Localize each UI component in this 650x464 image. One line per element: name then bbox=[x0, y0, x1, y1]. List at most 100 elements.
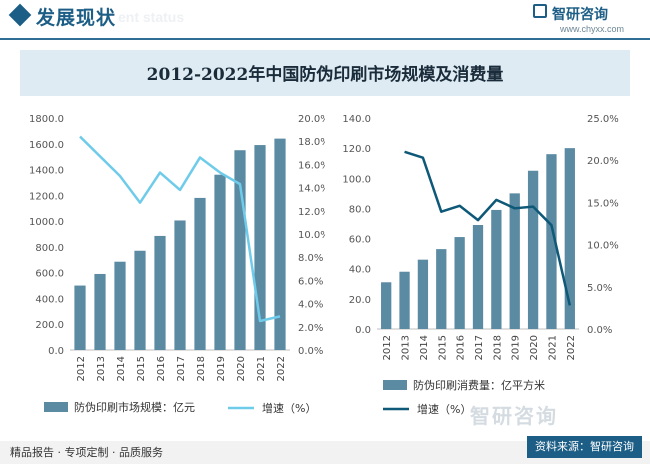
bar bbox=[134, 250, 146, 350]
brand-url: www.chyxx.com bbox=[560, 24, 625, 34]
chart-title: 2012-2022年中国防伪印刷市场规模及消费量 bbox=[146, 65, 504, 85]
legend-line-label: 增速（%） bbox=[262, 401, 316, 415]
y-left-tick-label: 80.0 bbox=[349, 204, 371, 215]
x-tick-label: 2014 bbox=[419, 335, 430, 360]
bar bbox=[194, 197, 206, 350]
y-right-tick-label: 15.0% bbox=[587, 198, 619, 209]
growth-line bbox=[79, 135, 281, 323]
bar bbox=[454, 237, 465, 329]
y-left-tick-label: 120.0 bbox=[342, 144, 371, 155]
header-bar: ent status 发展现状 智研咨询 www.chyxx.com bbox=[0, 0, 650, 34]
y-left-tick-label: 1400.0 bbox=[29, 166, 64, 177]
y-left-tick-label: 20.0 bbox=[349, 295, 371, 306]
bar bbox=[234, 150, 246, 350]
bar bbox=[399, 271, 410, 329]
y-left-tick-label: 1200.0 bbox=[29, 191, 64, 202]
y-right-tick-label: 12.0% bbox=[298, 207, 325, 218]
x-tick-label: 2019 bbox=[216, 356, 227, 381]
y-right-tick-label: 5.0% bbox=[587, 283, 612, 294]
x-tick-label: 2021 bbox=[256, 356, 267, 381]
x-tick-label: 2016 bbox=[456, 335, 467, 360]
y-right-tick-label: 20.0% bbox=[298, 114, 325, 125]
y-left-tick-label: 1600.0 bbox=[29, 140, 64, 151]
y-left-tick-label: 400.0 bbox=[35, 294, 64, 305]
footer-slogan: 精品报告 · 专项定制 · 品质服务 bbox=[10, 446, 163, 459]
brand-logo-icon bbox=[533, 4, 547, 18]
y-right-tick-label: 4.0% bbox=[298, 300, 323, 311]
x-tick-label: 2018 bbox=[492, 335, 503, 360]
legend-bar-swatch bbox=[44, 402, 68, 412]
y-left-tick-label: 140.0 bbox=[342, 114, 371, 125]
y-left-tick-label: 600.0 bbox=[35, 269, 64, 280]
y-left-tick-label: 800.0 bbox=[35, 243, 64, 254]
x-tick-label: 2015 bbox=[437, 335, 448, 360]
y-right-tick-label: 14.0% bbox=[298, 184, 325, 195]
section-title: 发展现状 bbox=[36, 7, 117, 29]
y-right-tick-label: 20.0% bbox=[587, 156, 619, 167]
legend-bar-label: 防伪印刷市场规模：亿元 bbox=[74, 400, 195, 414]
y-left-tick-label: 1800.0 bbox=[29, 114, 64, 125]
legend-bar-swatch bbox=[383, 380, 407, 390]
legend-line-label: 增速（%） bbox=[417, 402, 471, 416]
chart-market-size: 0.0 200.0 400.0 600.0 800.0 1000.0 1200.0 1400.… bbox=[29, 114, 325, 415]
y-left-tick-label: 1000.0 bbox=[29, 217, 64, 228]
bar bbox=[254, 145, 266, 350]
bar bbox=[527, 170, 539, 329]
growth-line bbox=[404, 150, 572, 306]
bar bbox=[381, 282, 392, 329]
y-right-tick-label: 18.0% bbox=[298, 137, 325, 148]
x-tick-label: 2022 bbox=[566, 335, 577, 360]
bar bbox=[472, 225, 484, 329]
y-right-tick-label: 16.0% bbox=[298, 160, 325, 171]
chart-consumption: 0.0 20.0 40.0 60.0 80.0 100.0 120.0 140.0 0.0% 5.… bbox=[342, 114, 619, 416]
bar bbox=[74, 285, 86, 350]
x-tick-label: 2013 bbox=[401, 335, 412, 360]
y-left-tick-label: 200.0 bbox=[35, 320, 64, 331]
x-tick-label: 2019 bbox=[511, 335, 522, 360]
y-right-tick-label: 0.0% bbox=[587, 325, 612, 336]
y-left-tick-label: 40.0 bbox=[349, 265, 371, 276]
bar bbox=[546, 154, 557, 329]
y-left-tick-label: 60.0 bbox=[349, 235, 371, 246]
y-left-tick-label: 0.0 bbox=[355, 325, 371, 336]
x-tick-label: 2018 bbox=[196, 356, 207, 381]
y-right-tick-label: 8.0% bbox=[298, 253, 323, 264]
brand-name: 智研咨询 bbox=[552, 7, 608, 23]
x-tick-label: 2020 bbox=[236, 356, 247, 381]
bar bbox=[509, 193, 520, 329]
bar bbox=[274, 138, 286, 350]
x-tick-label: 2013 bbox=[96, 356, 107, 381]
x-tick-label: 2020 bbox=[529, 335, 540, 360]
y-right-tick-label: 10.0% bbox=[298, 230, 325, 241]
y-right-tick-label: 0.0% bbox=[298, 346, 323, 357]
y-right-tick-label: 25.0% bbox=[587, 114, 619, 125]
y-left-tick-label: 0.0 bbox=[48, 346, 64, 357]
bar bbox=[436, 249, 447, 329]
diamond-icon bbox=[8, 3, 32, 27]
header-divider bbox=[0, 38, 650, 40]
bar bbox=[564, 148, 575, 329]
bar bbox=[417, 259, 429, 329]
bar bbox=[114, 261, 126, 350]
x-tick-label: 2015 bbox=[136, 356, 147, 381]
bar bbox=[491, 209, 502, 329]
y-right-tick-label: 10.0% bbox=[587, 241, 619, 252]
x-tick-label: 2012 bbox=[382, 335, 393, 360]
footer-bar bbox=[0, 441, 650, 464]
x-tick-label: 2022 bbox=[276, 356, 287, 381]
watermark: 智研咨询 bbox=[470, 404, 558, 428]
bar bbox=[214, 174, 226, 350]
x-tick-label: 2012 bbox=[76, 356, 87, 381]
y-right-tick-label: 6.0% bbox=[298, 276, 323, 287]
y-right-tick-label: 2.0% bbox=[298, 323, 323, 334]
bar bbox=[154, 235, 166, 350]
section-ghost-text: ent status bbox=[118, 9, 185, 25]
y-left-tick-label: 100.0 bbox=[342, 174, 371, 185]
legend-bar-label: 防伪印刷消费量：亿平方米 bbox=[413, 378, 545, 392]
bar bbox=[94, 273, 106, 350]
x-tick-label: 2021 bbox=[547, 335, 558, 360]
x-tick-label: 2017 bbox=[474, 335, 485, 360]
source-label: 资料来源：智研咨询 bbox=[527, 436, 642, 458]
bar bbox=[174, 220, 186, 350]
x-tick-label: 2016 bbox=[156, 356, 167, 381]
